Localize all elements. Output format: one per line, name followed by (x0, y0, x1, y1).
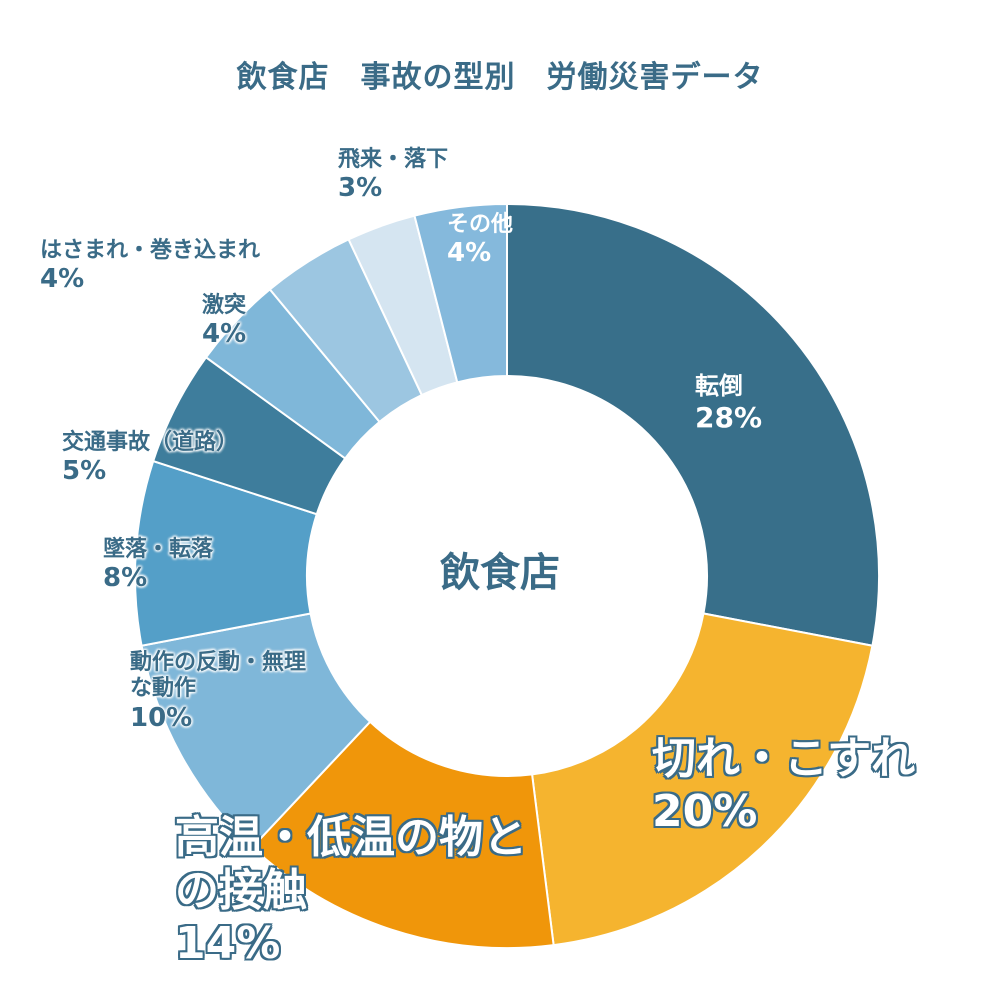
slice-8-name: 飛来・落下 (338, 147, 449, 172)
label-slice-7: はさまれ・巻き込まれ 4% (40, 238, 260, 296)
slice-7-value: 4% (40, 264, 85, 295)
label-slice-4: 墜落・転落 8% (103, 537, 213, 595)
label-slice-9: その他 4% (447, 212, 513, 270)
slice-8-value: 3% (338, 173, 383, 204)
slice-0-name: 転倒 (695, 372, 743, 400)
label-slice-1: 切れ・こすれ 20% (652, 733, 915, 839)
slice-5-name: 交通事故（道路） (62, 430, 239, 455)
label-slice-3: 動作の反動・無理な動作 10% (130, 650, 310, 734)
slice-4-value: 8% (103, 563, 148, 594)
slice-2-value: 14% (175, 917, 281, 969)
slice-9-value: 4% (447, 238, 492, 269)
label-slice-0: 転倒 28% (695, 372, 762, 434)
slice-5-value: 5% (62, 456, 107, 487)
slice-6-value: 4% (202, 319, 247, 350)
label-slice-6: 激突 4% (202, 293, 246, 351)
slice-2 (250, 720, 555, 950)
label-slice-2: 高温・低温の物との接触 14% (175, 812, 535, 970)
slice-9-name: その他 (447, 212, 514, 237)
slice-7-name: はさまれ・巻き込まれ (40, 238, 261, 263)
slice-0 (506, 202, 880, 647)
chart-title: 飲食店 事故の型別 労働災害データ (236, 60, 764, 95)
label-slice-8: 飛来・落下 3% (338, 147, 448, 205)
center-label: 飲食店 (440, 550, 560, 596)
slice-4-name: 墜落・転落 (103, 537, 214, 562)
slice-1-value: 20% (652, 785, 758, 837)
slice-3-value: 10% (130, 702, 193, 733)
slice-1-name: 切れ・こすれ (652, 733, 916, 784)
slice-3-name: 動作の反動・無理な動作 (130, 650, 307, 702)
slice-1 (530, 612, 874, 947)
slice-6-name: 激突 (202, 293, 247, 318)
slice-0-value: 28% (695, 400, 763, 434)
label-slice-5: 交通事故（道路） 5% (62, 430, 238, 488)
slice-9 (413, 202, 508, 384)
slice-2-name: 高温・低温の物との接触 (175, 812, 527, 916)
